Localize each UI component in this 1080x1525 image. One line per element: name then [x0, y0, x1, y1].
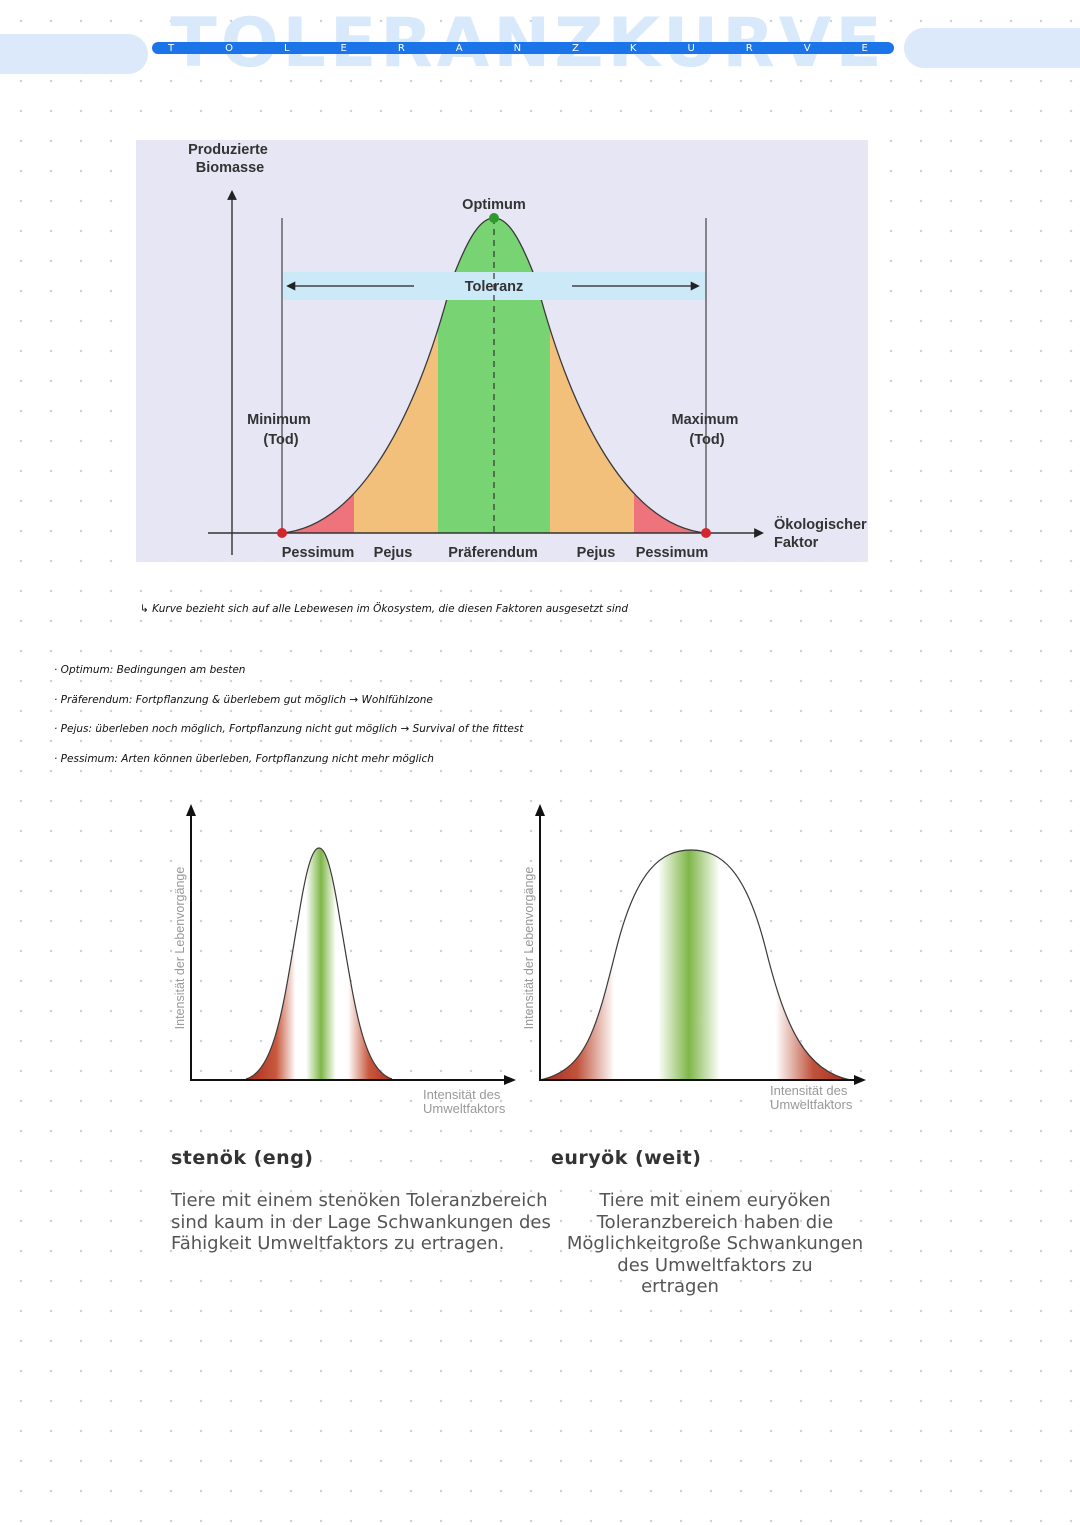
maximum-label-line2: (Tod)	[689, 432, 724, 448]
stenoek-x-arrow	[504, 1075, 516, 1085]
euryoek-y-arrow	[535, 804, 545, 816]
optimum-point	[489, 213, 499, 223]
maximum-label-line1: Maximum	[672, 412, 739, 428]
title-letter: A	[455, 43, 463, 54]
euryoek-desc-line: des Umweltfaktors zu	[617, 1254, 813, 1276]
minimum-point	[277, 528, 287, 538]
x-axis-label-line2: Faktor	[774, 535, 819, 551]
title-letter: E	[340, 43, 347, 54]
note-pessimum: · Pessimum: Arten können überleben, Fort…	[54, 753, 434, 765]
title-letter: K	[629, 43, 637, 54]
title-letter: V	[803, 43, 811, 54]
stenoek-x-label-line1: Intensität des	[423, 1087, 501, 1102]
title-letter: N	[513, 43, 522, 54]
euryoek-desc-line: Tiere mit einem euryöken	[599, 1190, 831, 1211]
stenoek-y-label: Intensität der Lebenvorgänge	[173, 867, 187, 1030]
tolerance-curve-chart: Toleranz Optimum Produzierte Biomasse Mi…	[136, 140, 868, 562]
y-axis-label: Produzierte Biomasse	[188, 142, 272, 176]
header-bar	[152, 42, 894, 54]
stenoek-curve-fill	[246, 848, 392, 1079]
euryoek-x-label-line1: Intensität des	[770, 1083, 848, 1098]
minimum-label: Minimum (Tod)	[247, 412, 315, 448]
title-letter: R	[745, 43, 753, 54]
euryoek-curve	[539, 849, 851, 1081]
stenoek-curve	[245, 847, 393, 1080]
title-letter: U	[687, 43, 695, 54]
page-title-letters: T O L E R A N Z K U R V E	[168, 43, 868, 55]
zone-label-pessimum-right: Pessimum	[636, 545, 709, 561]
y-axis-label-line2: Biomasse	[196, 160, 265, 176]
stenoek-desc-line: Tiere mit einem stenöken Toleranzbereich	[171, 1190, 548, 1211]
note-optimum: · Optimum: Bedingungen am besten	[54, 664, 246, 676]
stenoek-desc-line: sind kaum in der Lage Schwankungen des	[171, 1211, 551, 1233]
optimum-label: Optimum	[462, 197, 526, 213]
maximum-point	[701, 528, 711, 538]
euryoek-x-label: Intensität des Umweltfaktors	[770, 1083, 853, 1112]
header-pill-left	[0, 34, 148, 74]
header-pill-right	[904, 28, 1080, 68]
note-pejus: · Pejus: überleben noch möglich, Fortpfl…	[54, 723, 524, 735]
title-letter: R	[397, 43, 405, 54]
zone-label-pessimum-left: Pessimum	[282, 545, 355, 561]
stenoek-x-label-line2: Umweltfaktors	[423, 1101, 506, 1116]
euryoek-desc-line: Toleranzbereich haben die	[596, 1211, 834, 1233]
title-letter: T	[168, 43, 175, 54]
euryoek-x-arrow	[854, 1075, 866, 1085]
x-axis-label: Ökologischer Faktor	[774, 516, 868, 551]
zone-labels: Pessimum Pejus Präferendum Pejus Pessimu…	[282, 545, 709, 561]
y-axis-label-line1: Produzierte	[188, 142, 268, 158]
stenoek-description: Tiere mit einem stenöken Toleranzbereich…	[171, 1190, 571, 1255]
title-letter: O	[225, 43, 233, 54]
stenoek-x-label: Intensität des Umweltfaktors	[423, 1087, 506, 1116]
stenoek-title: stenök (eng)	[171, 1147, 314, 1169]
title-letter: Z	[572, 43, 579, 54]
stenoek-desc-line: Fähigkeit Umweltfaktors zu ertragen.	[171, 1233, 505, 1254]
euryoek-description: Tiere mit einem euryöken Toleranzbereich…	[555, 1190, 875, 1298]
euryoek-title: euryök (weit)	[551, 1147, 702, 1169]
maximum-label: Maximum (Tod)	[672, 412, 743, 448]
euryoek-x-label-line2: Umweltfaktors	[770, 1097, 853, 1112]
euryoek-desc-line: ertragen	[641, 1276, 719, 1297]
zone-label-pejus-right: Pejus	[577, 545, 616, 561]
euryoek-curve-fill	[540, 850, 850, 1080]
note-praeferendum: · Präferendum: Fortpflanzung & überlebem…	[54, 694, 433, 706]
zone-label-pejus-left: Pejus	[374, 545, 413, 561]
title-letter: L	[283, 43, 290, 54]
euryoek-chart: Intensität der Lebenvorgänge Intensität …	[522, 804, 866, 1112]
curve-remark: ↳ Kurve bezieht sich auf alle Lebewesen …	[140, 603, 629, 615]
minimum-label-line2: (Tod)	[263, 432, 298, 448]
euryoek-desc-line: Möglichkeitgroße Schwankungen	[566, 1233, 864, 1254]
zone-label-praeferendum: Präferendum	[448, 545, 537, 561]
stenoek-chart: Intensität der Lebenvorgänge Intensität …	[173, 804, 516, 1116]
minimum-label-line1: Minimum	[247, 412, 311, 428]
stenoek-y-arrow	[186, 804, 196, 816]
x-axis-label-line1: Ökologischer	[774, 516, 867, 533]
euryoek-y-label: Intensität der Lebenvorgänge	[522, 867, 536, 1030]
title-letter: E	[861, 43, 868, 54]
